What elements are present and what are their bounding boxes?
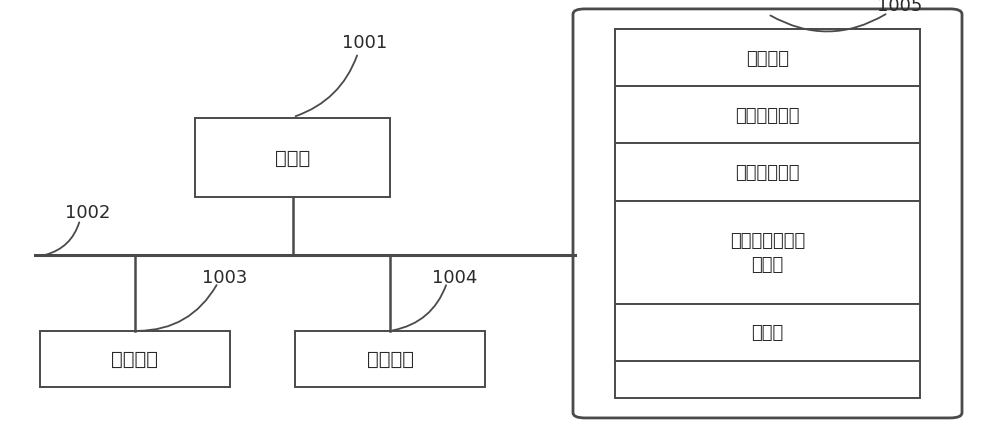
FancyBboxPatch shape <box>615 30 920 398</box>
Text: 处理器: 处理器 <box>275 148 310 168</box>
Text: 存储器: 存储器 <box>751 323 784 341</box>
FancyBboxPatch shape <box>615 144 920 201</box>
FancyBboxPatch shape <box>195 118 390 198</box>
FancyBboxPatch shape <box>295 331 485 387</box>
Text: 虚拟机密鑰的管
理程序: 虚拟机密鑰的管 理程序 <box>730 232 805 273</box>
FancyBboxPatch shape <box>573 10 962 418</box>
FancyBboxPatch shape <box>615 304 920 361</box>
Text: 网络接口: 网络接口 <box>366 350 414 369</box>
Text: 1001: 1001 <box>342 34 388 52</box>
FancyBboxPatch shape <box>615 30 920 87</box>
Text: 用户接口模块: 用户接口模块 <box>735 163 800 181</box>
FancyBboxPatch shape <box>615 201 920 304</box>
Text: 1003: 1003 <box>202 268 248 286</box>
Text: 操作系统: 操作系统 <box>746 49 789 68</box>
Text: 网络通信模块: 网络通信模块 <box>735 107 800 125</box>
Text: 1004: 1004 <box>432 268 478 286</box>
Text: 用户接口: 用户接口 <box>112 350 158 369</box>
Text: 1002: 1002 <box>65 204 111 222</box>
Text: 1005: 1005 <box>877 0 923 15</box>
FancyBboxPatch shape <box>40 331 230 387</box>
FancyBboxPatch shape <box>615 87 920 144</box>
